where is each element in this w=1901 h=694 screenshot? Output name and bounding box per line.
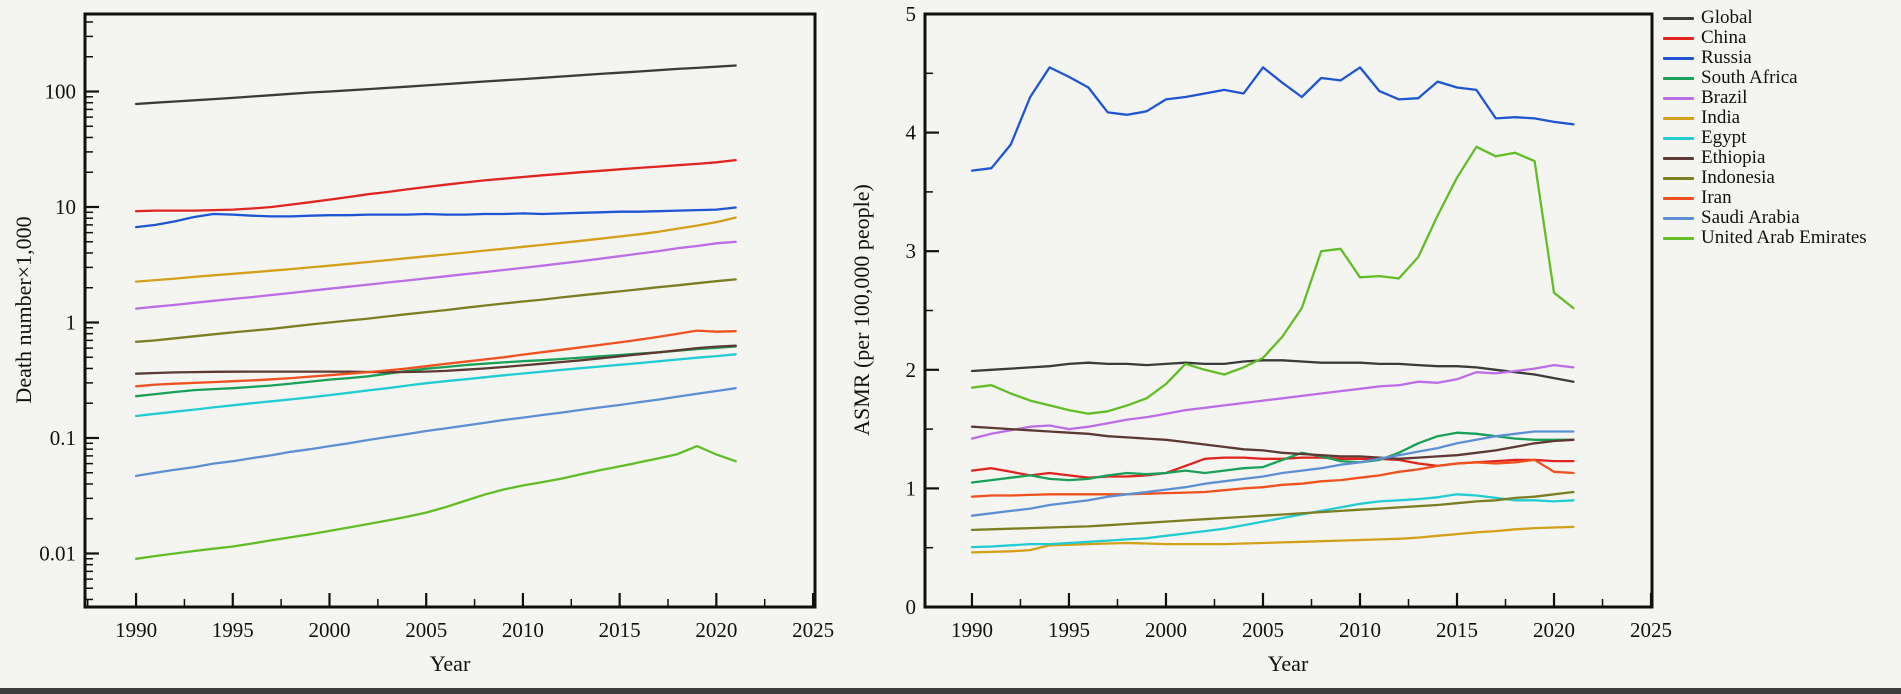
deaths-x-tick-label-1995: 1995 (212, 618, 254, 642)
series-deaths-china (134, 158, 737, 213)
legend-item-indonesia: Indonesia (1663, 168, 1867, 188)
asmr-y-tick-label-5: 5 (906, 2, 917, 26)
series-asmr-iran (970, 458, 1575, 498)
deaths-x-axis-title: Year (429, 651, 471, 676)
legend-item-russia: Russia (1663, 48, 1867, 68)
series-asmr-united-arab-emirates (970, 145, 1575, 415)
legend: Global China Russia South Africa Brazil India… (1663, 8, 1867, 248)
legend-line-ethiopia (1663, 156, 1694, 160)
legend-label-iran: Iran (1701, 187, 1732, 208)
series-deaths-russia (134, 206, 737, 229)
asmr-y-tick-label-3: 3 (906, 239, 917, 263)
legend-line-global (1663, 16, 1694, 20)
legend-label-saudi-arabia: Saudi Arabia (1701, 207, 1800, 228)
legend-label-indonesia: Indonesia (1701, 167, 1775, 188)
legend-line-india (1663, 116, 1694, 120)
deaths-x-tick-label-2015: 2015 (599, 618, 641, 642)
series-deaths-ethiopia (134, 344, 737, 375)
legend-line-united-arab-emirates (1663, 236, 1694, 240)
series-deaths-indonesia (134, 278, 737, 343)
asmr-x-tick-label-2010: 2010 (1339, 618, 1381, 642)
legend-item-ethiopia: Ethiopia (1663, 148, 1867, 168)
legend-label-india: India (1701, 107, 1741, 128)
deaths-x-tick-label-2025: 2025 (792, 618, 834, 642)
deaths-frame (83, 12, 817, 609)
series-deaths-brazil (134, 240, 737, 310)
asmr-y-axis-title: ASMR (per 100,000 people) (849, 184, 874, 436)
deaths-y-tick-label-1: 1 (66, 310, 77, 334)
legend-line-china (1663, 36, 1694, 40)
legend-label-ethiopia: Ethiopia (1701, 147, 1766, 168)
deaths-x-tick-label-1990: 1990 (115, 618, 157, 642)
asmr-x-tick-label-2015: 2015 (1436, 618, 1478, 642)
bottom-edge-strip (0, 688, 1901, 694)
legend-label-russia: Russia (1701, 47, 1752, 68)
legend-line-saudi-arabia (1663, 216, 1694, 220)
legend-line-brazil (1663, 96, 1694, 100)
legend-line-indonesia (1663, 176, 1694, 180)
asmr-x-tick-label-2025: 2025 (1630, 618, 1672, 642)
legend-item-egypt: Egypt (1663, 128, 1867, 148)
deaths-x-tick-label-2010: 2010 (502, 618, 544, 642)
series-deaths-egypt (134, 353, 737, 418)
legend-item-south-africa: South Africa (1663, 68, 1867, 88)
asmr-y-tick-label-2: 2 (906, 358, 917, 382)
asmr-x-axis-title: Year (1267, 651, 1309, 676)
asmr-y-tick-label-4: 4 (906, 121, 917, 145)
asmr-x-tick-label-2000: 2000 (1145, 618, 1187, 642)
series-asmr-egypt (970, 493, 1575, 549)
deaths-y-tick-label-100: 100 (45, 80, 77, 104)
series-asmr-saudi-arabia (970, 430, 1575, 517)
series-asmr-ethiopia (970, 425, 1575, 460)
series-asmr-global (970, 359, 1575, 383)
series-asmr-brazil (970, 363, 1575, 440)
asmr-y-tick-label-0: 0 (906, 595, 917, 619)
deaths-y-axis-title: Death number×1,000 (11, 216, 36, 404)
deaths-plot: 1990 1995 2000 2005 2010 2015 2020 2025 100 10 1 0.… (39, 12, 834, 642)
legend-item-china: China (1663, 28, 1867, 48)
legend-line-egypt (1663, 136, 1694, 140)
legend-line-south-africa (1663, 76, 1694, 80)
legend-label-south-africa: South Africa (1701, 67, 1798, 88)
legend-item-india: India (1663, 108, 1867, 128)
series-asmr-indonesia (970, 490, 1575, 532)
legend-item-brazil: Brazil (1663, 88, 1867, 108)
asmr-x-tick-label-2005: 2005 (1242, 618, 1284, 642)
series-deaths-iran (134, 329, 737, 388)
legend-label-brazil: Brazil (1701, 87, 1748, 108)
legend-label-egypt: Egypt (1701, 127, 1747, 148)
legend-line-russia (1663, 56, 1694, 60)
asmr-y-tick-label-1: 1 (906, 476, 917, 500)
legend-item-global: Global (1663, 8, 1867, 28)
series-deaths-global (134, 64, 737, 106)
asmr-x-tick-label-2020: 2020 (1533, 618, 1575, 642)
deaths-x-tick-label-2000: 2000 (308, 618, 350, 642)
series-deaths-saudi-arabia (134, 387, 737, 478)
legend-line-iran (1663, 196, 1694, 200)
series-deaths-india (134, 216, 737, 283)
deaths-y-tick-label-10: 10 (55, 195, 76, 219)
legend-item-iran: Iran (1663, 188, 1867, 208)
asmr-plot: 1990 1995 2000 2005 2010 2015 2020 2025 0 1 2 3 4 5 (906, 2, 1673, 642)
series-asmr-south-africa (970, 431, 1575, 484)
series-asmr-russia (970, 66, 1575, 172)
legend-label-united-arab-emirates: United Arab Emirates (1701, 227, 1867, 248)
asmr-x-tick-label-1990: 1990 (951, 618, 993, 642)
deaths-y-tick-label-0.01: 0.01 (39, 541, 76, 565)
deaths-y-tick-label-0.1: 0.1 (50, 426, 76, 450)
deaths-x-tick-label-2005: 2005 (405, 618, 447, 642)
deaths-x-tick-label-2020: 2020 (695, 618, 737, 642)
legend-item-united-arab-emirates: United Arab Emirates (1663, 228, 1867, 248)
asmr-x-tick-label-1995: 1995 (1048, 618, 1090, 642)
series-deaths-united-arab-emirates (134, 444, 737, 560)
series-asmr-india (970, 525, 1575, 554)
legend-label-china: China (1701, 27, 1747, 48)
legend-label-global: Global (1701, 7, 1753, 28)
legend-item-saudi-arabia: Saudi Arabia (1663, 208, 1867, 228)
